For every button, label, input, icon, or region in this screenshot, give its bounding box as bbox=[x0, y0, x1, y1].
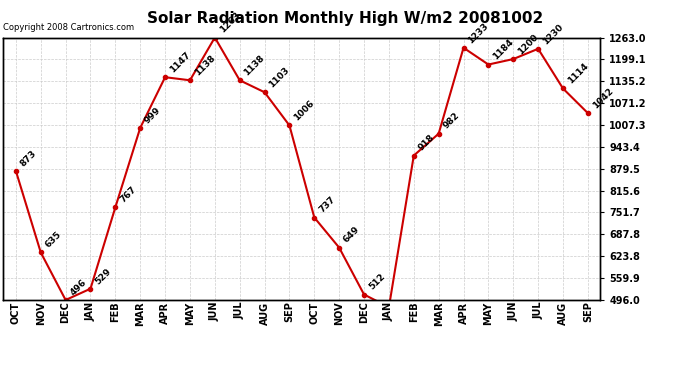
Text: 918: 918 bbox=[417, 133, 436, 153]
Text: 475: 475 bbox=[0, 374, 1, 375]
Text: 649: 649 bbox=[342, 225, 362, 245]
Text: Copyright 2008 Cartronics.com: Copyright 2008 Cartronics.com bbox=[3, 23, 135, 32]
Text: 982: 982 bbox=[442, 111, 461, 131]
Text: 635: 635 bbox=[43, 230, 63, 250]
Text: 1200: 1200 bbox=[516, 32, 540, 56]
Text: 1184: 1184 bbox=[491, 38, 515, 62]
Text: 1042: 1042 bbox=[591, 86, 615, 110]
Text: 1233: 1233 bbox=[466, 21, 491, 45]
Text: 1230: 1230 bbox=[541, 22, 565, 46]
Text: 999: 999 bbox=[143, 105, 163, 125]
Text: 1114: 1114 bbox=[566, 62, 590, 86]
Text: 1006: 1006 bbox=[293, 99, 316, 123]
Text: 529: 529 bbox=[93, 266, 113, 286]
Text: Solar Radiation Monthly High W/m2 20081002: Solar Radiation Monthly High W/m2 200810… bbox=[147, 11, 543, 26]
Text: 512: 512 bbox=[367, 272, 386, 292]
Text: 873: 873 bbox=[19, 148, 39, 168]
Text: 737: 737 bbox=[317, 195, 337, 215]
Text: 1103: 1103 bbox=[267, 66, 291, 90]
Text: 1263: 1263 bbox=[217, 10, 241, 35]
Text: 496: 496 bbox=[68, 278, 88, 297]
Text: 1147: 1147 bbox=[168, 50, 192, 74]
Text: 1138: 1138 bbox=[193, 54, 217, 78]
Text: 767: 767 bbox=[118, 184, 138, 204]
Text: 1138: 1138 bbox=[242, 54, 266, 78]
